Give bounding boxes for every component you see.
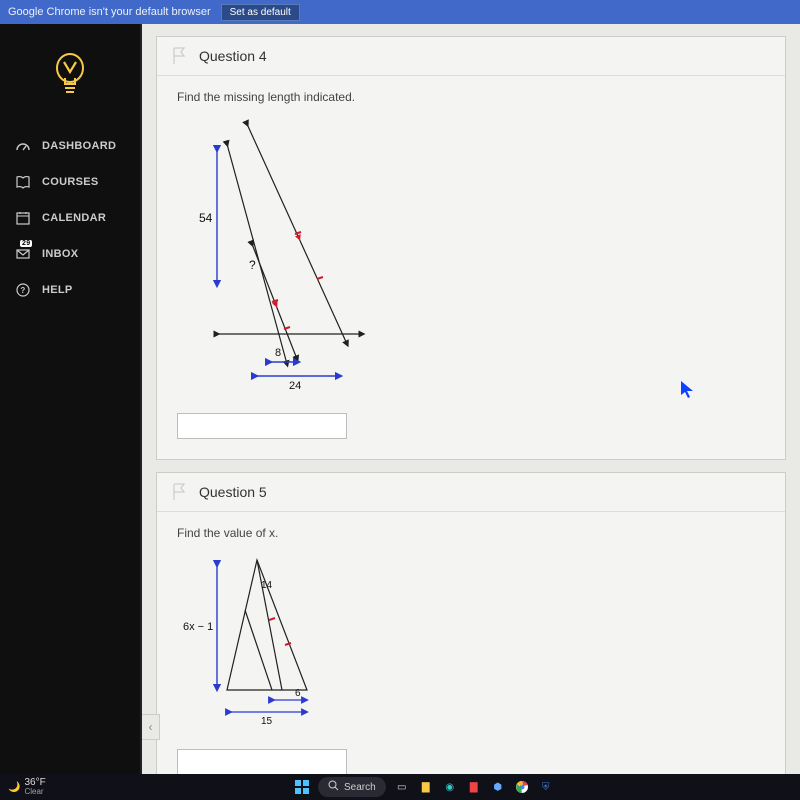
speedometer-icon [14,138,32,154]
sidebar: DASHBOARD COURSES CALENDAR 29 INBOX ? [0,24,140,774]
taskview-icon[interactable]: ▭ [394,779,410,795]
explorer-icon[interactable]: ▇ [418,779,434,795]
svg-text:?: ? [249,258,256,272]
question-card-5: Question 5 Find the value of x. [156,472,786,774]
logo [0,34,140,128]
browser-message: Google Chrome isn't your default browser [8,6,211,18]
browser-default-bar: Google Chrome isn't your default browser… [0,0,800,24]
condition-text: Clear [24,788,45,796]
svg-text:6: 6 [295,688,301,699]
figure-q5: 14 6x − 1 6 15 [177,550,765,733]
calendar-icon [14,210,32,226]
question-title: Question 5 [199,484,267,500]
question-body: Find the missing length indicated. [157,76,785,459]
sidebar-item-label: INBOX [42,248,78,260]
shield-icon[interactable]: ⛨ [538,779,554,795]
taskbar-search[interactable]: Search [318,777,386,797]
svg-text:6x − 1: 6x − 1 [183,621,213,633]
svg-text:24: 24 [289,380,301,392]
sidebar-item-help[interactable]: ? HELP [0,272,140,308]
edge-icon[interactable]: ◉ [442,779,458,795]
answer-input-q5[interactable] [177,749,347,774]
svg-text:?: ? [20,286,25,295]
answer-input-q4[interactable] [177,413,347,439]
search-label: Search [344,782,376,793]
sidebar-item-label: COURSES [42,176,99,188]
sidebar-item-label: DASHBOARD [42,140,116,152]
windows-start-icon[interactable] [294,779,310,795]
search-icon [328,780,339,794]
question-prompt: Find the missing length indicated. [177,90,765,104]
store-icon[interactable]: ⬢ [490,779,506,795]
svg-text:15: 15 [261,716,273,727]
question-card-4: Question 4 Find the missing length indic… [156,36,786,460]
app-shell: DASHBOARD COURSES CALENDAR 29 INBOX ? [0,24,800,774]
svg-text:14: 14 [261,580,273,591]
content-area: Question 4 Find the missing length indic… [140,24,800,774]
moon-icon: 🌙 [8,782,20,793]
question-prompt: Find the value of x. [177,526,765,540]
flag-icon[interactable] [171,47,187,65]
set-default-button[interactable]: Set as default [221,4,300,21]
question-header: Question 4 [157,37,785,76]
book-icon [14,174,32,190]
svg-text:8: 8 [275,347,281,359]
sidebar-item-courses[interactable]: COURSES [0,164,140,200]
sidebar-item-dashboard[interactable]: DASHBOARD [0,128,140,164]
figure-q4: 54 ? 8 24 [177,114,765,397]
inbox-icon [14,246,32,262]
sidebar-item-label: HELP [42,284,73,296]
sidebar-item-label: CALENDAR [42,212,106,224]
app-icon[interactable]: ▇ [466,779,482,795]
question-header: Question 5 [157,473,785,512]
help-icon: ? [14,282,32,298]
flag-icon[interactable] [171,483,187,501]
taskbar-weather[interactable]: 🌙 36°F Clear [8,778,46,796]
question-title: Question 4 [199,48,267,64]
chrome-icon[interactable] [514,779,530,795]
collapse-sidebar-button[interactable]: ‹ [142,714,160,740]
question-body: Find the value of x. [157,512,785,774]
svg-text:54: 54 [199,211,213,225]
sidebar-item-inbox[interactable]: 29 INBOX [0,236,140,272]
lightbulb-icon [53,52,87,100]
sidebar-item-calendar[interactable]: CALENDAR [0,200,140,236]
taskbar: 🌙 36°F Clear Search ▭ ▇ ◉ ▇ ⬢ ⛨ [0,774,800,800]
inbox-badge: 29 [20,240,32,247]
